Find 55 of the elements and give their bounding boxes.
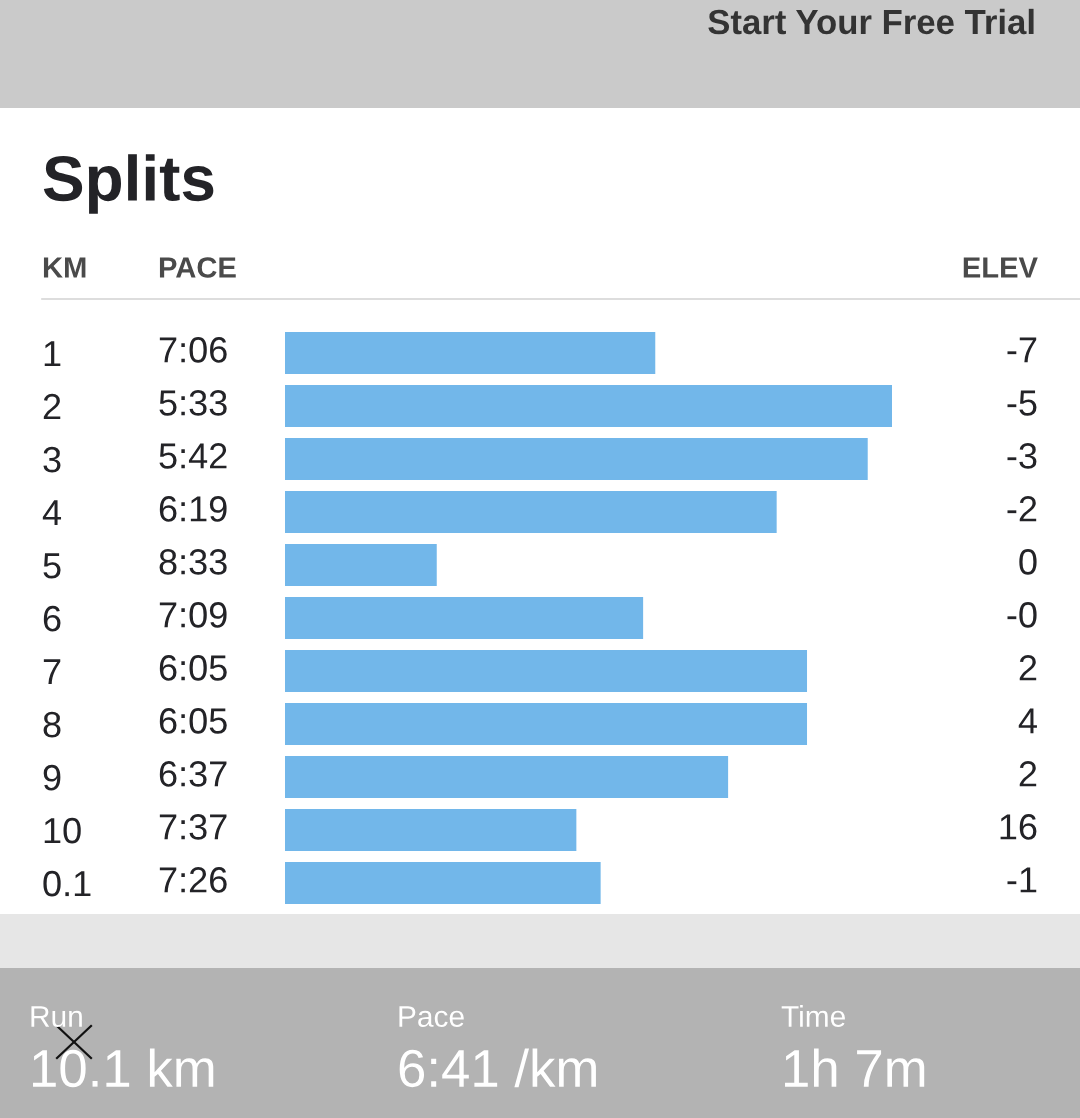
text: 2 bbox=[1019, 655, 1037, 681]
text: 16 bbox=[1000, 814, 1037, 840]
bar bbox=[285, 703, 808, 745]
y-tick-label: 3 bbox=[43, 446, 61, 473]
text: 6:37 bbox=[159, 761, 227, 787]
y-tick-label: 2 bbox=[43, 393, 61, 420]
text: 1h 7m bbox=[785, 1048, 925, 1087]
text: Run bbox=[31, 1006, 82, 1028]
y-tick-label: 9 bbox=[43, 764, 61, 791]
text: 5:42 bbox=[159, 443, 227, 469]
bar bbox=[285, 332, 656, 374]
bar bbox=[285, 385, 892, 427]
text: 7:26 bbox=[159, 867, 227, 893]
text: Time bbox=[781, 1005, 845, 1028]
text: 10.1 km bbox=[33, 1048, 214, 1088]
y-tick-label: 0.1 bbox=[43, 870, 91, 897]
text: -2 bbox=[1007, 496, 1037, 522]
y-tick-label: 5 bbox=[43, 553, 61, 579]
bar bbox=[285, 438, 868, 480]
text: -0 bbox=[1007, 602, 1037, 628]
text: -3 bbox=[1007, 443, 1037, 469]
text: Pace bbox=[399, 1006, 464, 1028]
text: 7:09 bbox=[159, 602, 227, 628]
y-tick-label: 7 bbox=[43, 659, 61, 685]
text: 6:05 bbox=[159, 708, 227, 734]
bar bbox=[285, 862, 601, 904]
bar bbox=[285, 491, 777, 533]
bar bbox=[285, 544, 437, 586]
y-tick-label: 8 bbox=[43, 711, 61, 738]
text: 6:19 bbox=[159, 496, 227, 522]
chart-title: Splits bbox=[43, 154, 214, 214]
text: ELEV bbox=[963, 257, 1038, 278]
text: 0 bbox=[1019, 549, 1037, 575]
text: 6:41 /km bbox=[399, 1048, 596, 1088]
y-tick-label: 6 bbox=[43, 605, 61, 632]
text: 4 bbox=[1018, 708, 1037, 734]
text: -1 bbox=[1007, 867, 1037, 893]
bar bbox=[285, 809, 577, 851]
text: 7:06 bbox=[159, 337, 227, 363]
text: 5:33 bbox=[159, 390, 227, 416]
text: -5 bbox=[1007, 390, 1037, 416]
text: 6:05 bbox=[159, 655, 227, 681]
text: 2 bbox=[1019, 761, 1037, 787]
text: 8:33 bbox=[159, 549, 227, 575]
y-axis-title: KM bbox=[43, 257, 86, 278]
y-tick-label: 10 bbox=[44, 817, 81, 844]
bar bbox=[285, 597, 644, 639]
bar bbox=[285, 756, 729, 798]
text: PACE bbox=[159, 257, 236, 278]
y-tick-label: 1 bbox=[44, 341, 61, 367]
bar bbox=[285, 650, 808, 692]
y-tick-label: 4 bbox=[42, 500, 62, 526]
text: Start Your Free Trial bbox=[708, 8, 1034, 35]
text: -7 bbox=[1007, 337, 1037, 363]
text: 7:37 bbox=[159, 814, 227, 840]
